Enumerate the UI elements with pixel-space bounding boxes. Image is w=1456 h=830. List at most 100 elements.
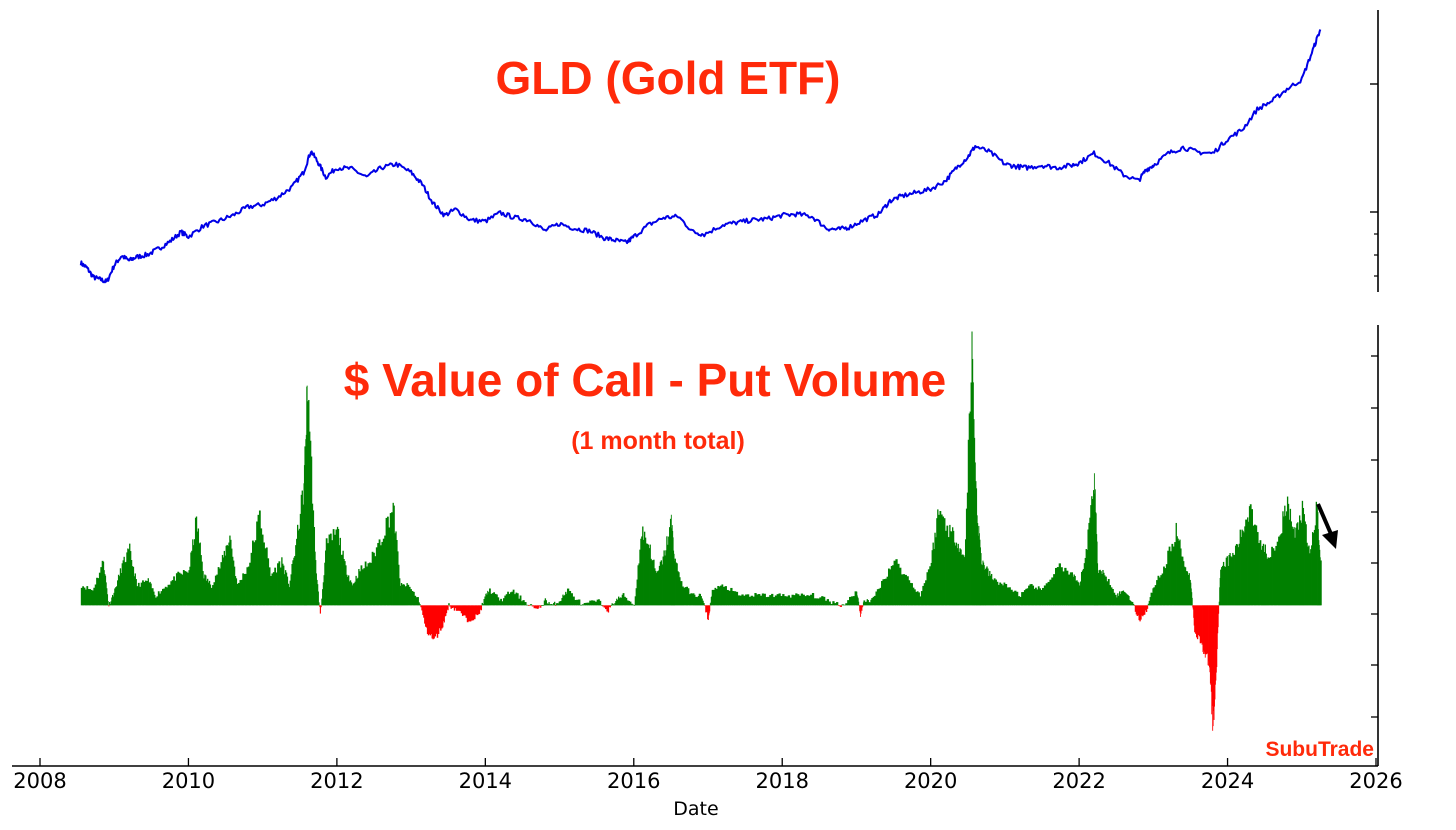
flow-negative-bar	[1209, 605, 1211, 684]
flow-positive-bar	[395, 531, 397, 606]
flow-positive-bar	[682, 586, 684, 606]
flow-positive-bar	[1247, 517, 1249, 606]
flow-negative-bar	[708, 605, 710, 616]
flow-positive-bar	[551, 604, 553, 606]
flow-positive-bar	[1058, 563, 1061, 606]
flow-positive-bar	[1311, 545, 1313, 606]
flow-negative-bar	[1145, 605, 1148, 612]
flow-positive-bar	[507, 591, 509, 606]
flow-positive-bar	[341, 554, 343, 606]
flow-positive-bar	[204, 574, 206, 606]
flow-positive-bar	[890, 565, 893, 606]
flow-positive-bar	[1062, 571, 1065, 606]
flow-positive-bar	[620, 597, 623, 606]
flow-positive-bar	[344, 561, 346, 606]
flow-positive-bar	[486, 594, 488, 606]
flow-positive-bar	[1320, 560, 1322, 606]
flow-positive-bar	[509, 592, 512, 606]
flow-positive-bar	[1188, 573, 1190, 606]
flow-positive-bar	[212, 585, 214, 606]
flow-positive-bar	[394, 533, 396, 606]
flow-positive-bar	[1318, 545, 1320, 606]
flow-positive-bar	[1168, 546, 1171, 606]
flow-positive-bar	[239, 580, 242, 606]
flow-positive-bar	[1075, 580, 1077, 606]
flow-positive-bar	[1223, 566, 1226, 606]
flow-positive-bar	[978, 533, 980, 606]
flow-positive-bar	[671, 525, 673, 606]
flow-positive-bar	[969, 411, 971, 606]
flow-positive-bar	[672, 537, 674, 606]
flow-negative-bar	[539, 605, 541, 606]
flow-positive-bar	[518, 598, 521, 606]
flow-positive-bar	[1278, 536, 1280, 606]
flow-positive-bar	[1260, 549, 1263, 606]
flow-positive-bar	[710, 602, 712, 606]
flow-positive-bar	[360, 565, 363, 606]
flow-negative-bar	[602, 605, 605, 607]
price-chart-title: GLD (Gold ETF)	[496, 52, 841, 104]
flow-positive-bar	[1275, 545, 1278, 606]
flow-positive-bar	[135, 579, 137, 606]
flow-positive-bar	[302, 504, 304, 606]
flow-negative-bar	[420, 605, 422, 608]
flow-positive-bar	[1261, 545, 1264, 606]
flow-positive-bar	[673, 553, 675, 606]
flow-positive-bar	[550, 604, 552, 606]
flow-positive-bar	[852, 596, 855, 606]
flow-negative-bar	[1216, 605, 1218, 650]
flow-positive-bar	[849, 596, 852, 606]
flow-positive-bar	[596, 599, 599, 606]
flow-positive-bar	[732, 591, 735, 606]
flow-positive-bar	[411, 590, 414, 606]
flow-positive-bar	[1284, 505, 1286, 606]
flow-positive-bar	[772, 597, 776, 606]
flow-positive-bar	[715, 588, 718, 606]
flow-positive-bar	[1185, 571, 1188, 606]
flow-negative-bar	[452, 605, 455, 608]
flow-positive-bar	[754, 592, 757, 606]
flow-positive-bar	[824, 600, 828, 606]
flow-positive-bar	[324, 562, 326, 606]
flow-positive-bar	[296, 538, 298, 606]
flow-positive-bar	[1308, 545, 1310, 606]
flow-positive-bar	[612, 603, 614, 606]
flow-positive-bar	[286, 576, 289, 606]
flow-positive-bar	[1262, 543, 1265, 606]
flow-positive-bar	[585, 602, 588, 606]
flow-positive-bar	[1069, 572, 1073, 606]
flow-positive-bar	[1298, 515, 1301, 606]
flow-positive-bar	[565, 591, 567, 606]
flow-negative-bar	[1213, 605, 1215, 720]
flow-positive-bar	[1077, 581, 1079, 606]
flow-positive-bar	[996, 581, 999, 606]
flow-positive-bar	[1234, 554, 1236, 606]
flow-positive-bar	[1107, 579, 1110, 606]
flow-positive-bar	[703, 603, 705, 606]
flow-positive-bar	[272, 572, 275, 606]
flow-positive-bar	[103, 561, 105, 606]
flow-positive-bar	[519, 595, 522, 606]
flow-positive-bar	[872, 596, 875, 606]
flow-positive-bar	[789, 597, 792, 606]
flow-positive-bar	[808, 595, 811, 606]
flow-positive-bar	[392, 502, 394, 606]
flow-positive-bar	[361, 569, 364, 606]
flow-positive-bar	[932, 542, 934, 606]
flow-positive-bar	[642, 526, 644, 606]
flow-positive-bar	[137, 582, 140, 606]
flow-positive-bar	[1072, 576, 1074, 606]
flow-positive-bar	[96, 577, 98, 606]
flow-negative-bar	[1212, 605, 1214, 731]
flow-positive-bar	[207, 582, 210, 606]
flow-positive-bar	[1000, 583, 1003, 606]
flow-positive-bar	[769, 595, 772, 606]
flow-positive-bar	[488, 593, 489, 606]
flow-positive-bar	[485, 593, 487, 606]
flow-negative-bar	[528, 605, 531, 606]
flow-positive-bar	[947, 537, 950, 606]
flow-positive-bar	[1128, 596, 1130, 606]
flow-positive-bar	[1130, 600, 1132, 606]
flow-positive-bar	[231, 548, 233, 606]
flow-positive-bar	[243, 573, 246, 606]
